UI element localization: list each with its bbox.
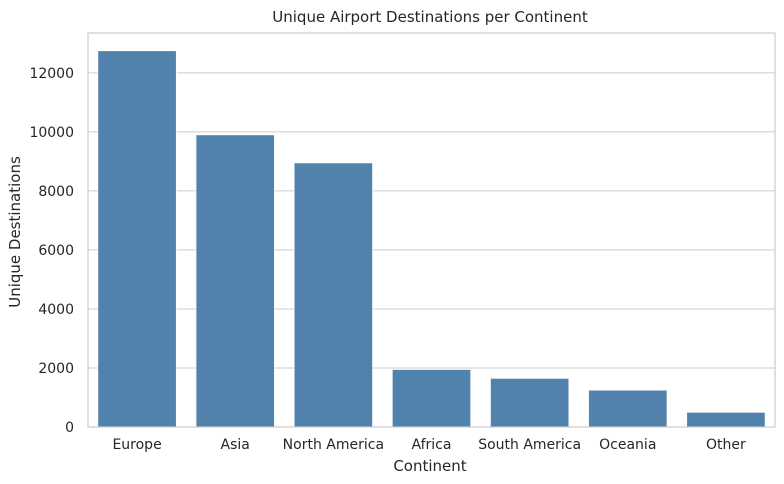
x-tick-label: Oceania <box>599 437 656 453</box>
bar-europe <box>97 50 177 428</box>
bar-africa <box>391 369 472 428</box>
y-tick-label: 8000 <box>38 184 74 200</box>
bar-asia <box>195 134 275 428</box>
y-tick-label: 10000 <box>29 125 74 141</box>
bar-south-america <box>489 377 570 428</box>
y-tick-labels: 0 2000 4000 6000 8000 10000 12000 <box>29 66 74 436</box>
bar-north-america <box>293 162 374 428</box>
x-tick-label: Other <box>706 437 746 453</box>
y-tick-label: 4000 <box>38 302 74 318</box>
bar-other <box>686 411 766 428</box>
y-tick-label: 6000 <box>38 243 74 259</box>
x-tick-label: Europe <box>112 437 161 453</box>
bars <box>97 50 766 428</box>
x-tick-label: Africa <box>412 437 452 453</box>
y-tick-label: 0 <box>65 420 74 436</box>
y-tick-label: 2000 <box>38 361 74 377</box>
x-tick-label: North America <box>283 437 384 453</box>
x-tick-labels: Europe Asia North America Africa South Ameri… <box>112 437 746 453</box>
bar-oceania <box>588 389 668 428</box>
x-axis-title: Continent <box>393 457 466 475</box>
x-tick-label: Asia <box>221 437 250 453</box>
plot-frame <box>87 32 776 428</box>
y-tick-label: 12000 <box>29 66 74 82</box>
chart-title: Unique Airport Destinations per Continen… <box>272 8 588 26</box>
y-axis-title: Unique Destinations <box>6 156 24 308</box>
x-tick-label: South America <box>478 437 581 453</box>
